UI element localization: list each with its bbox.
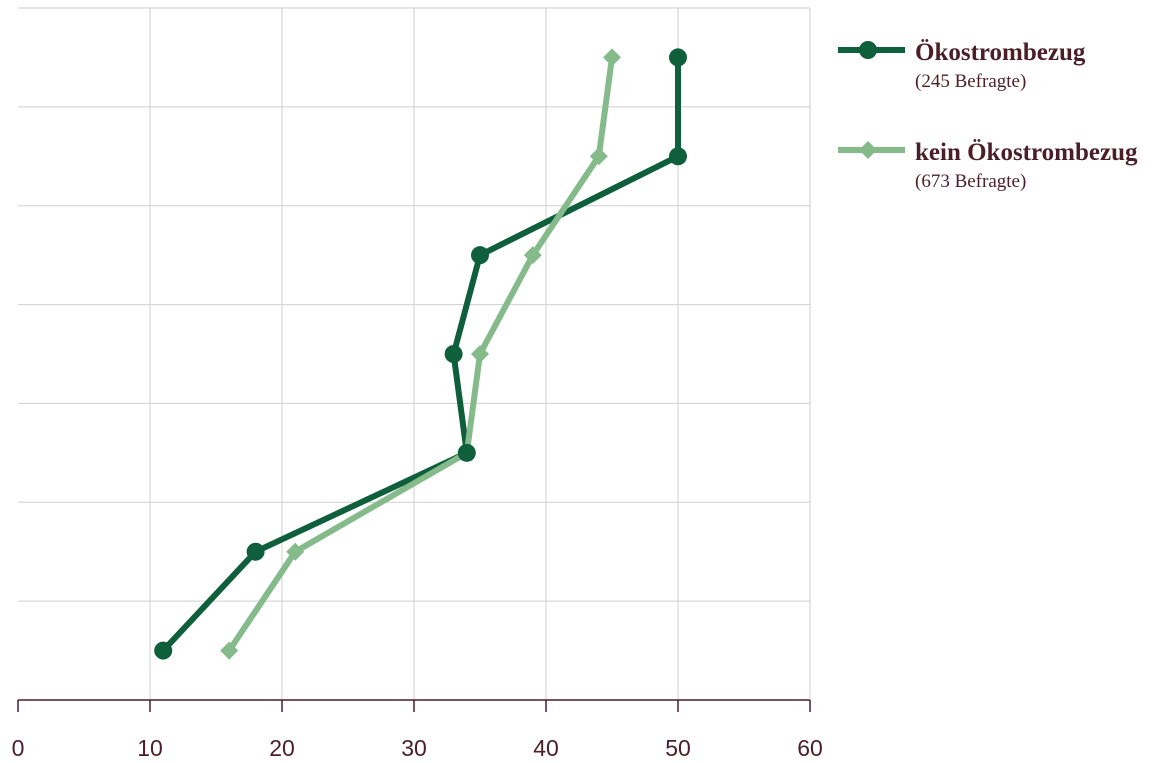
series-line: [226, 57, 615, 653]
x-tick-label: 60: [797, 735, 823, 761]
data-point: [220, 641, 239, 660]
x-tick-label: 10: [137, 735, 163, 761]
x-tick-label: 40: [533, 735, 559, 761]
data-point: [589, 147, 608, 166]
legend-note: (673 Befragte): [915, 171, 1027, 192]
data-point: [471, 345, 489, 363]
legend-marker: [859, 41, 877, 59]
data-point: [154, 641, 173, 660]
x-tick-label: 50: [665, 735, 691, 761]
legend-entry: kein Ökostrombezug (673 Befragte): [915, 136, 1155, 194]
data-point: [286, 542, 305, 561]
data-point: [457, 443, 476, 462]
data-point: [669, 48, 687, 67]
data-point: [669, 147, 687, 166]
x-tick-label: 30: [401, 735, 427, 761]
data-point: [471, 246, 489, 265]
legend-label: kein Ökostrombezug: [915, 139, 1138, 166]
legend-label: Ökostrombezug: [915, 39, 1086, 66]
legend-entry: Ökostrombezug (245 Befragte): [915, 36, 1155, 94]
data-point: [246, 542, 265, 561]
legend-note: (245 Befragte): [915, 71, 1027, 92]
data-point: [603, 48, 621, 67]
data-point: [444, 345, 463, 363]
legend-marker: [859, 141, 877, 159]
x-tick-label: 0: [12, 735, 25, 761]
data-point: [523, 246, 542, 265]
x-tick-label: 20: [269, 735, 295, 761]
